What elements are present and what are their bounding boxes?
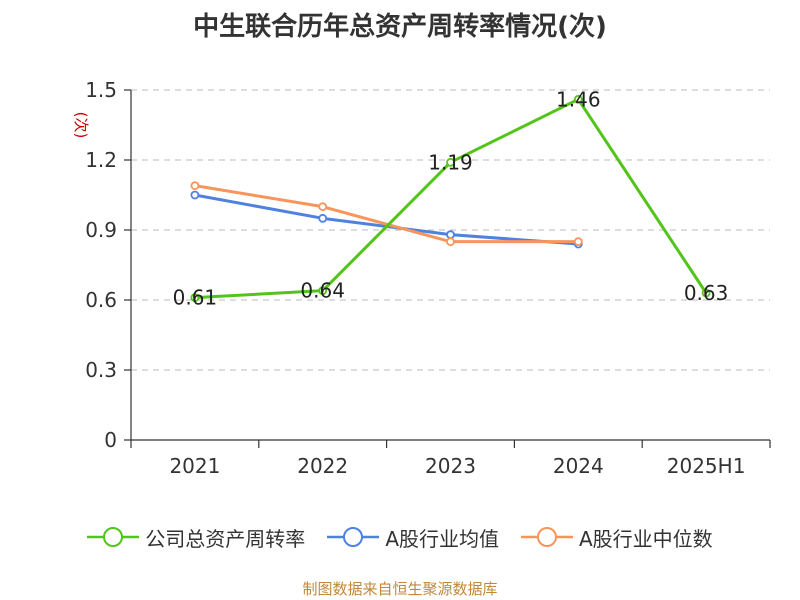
series-point-0 xyxy=(701,288,711,298)
legend-item-0[interactable]: 公司总资产周转率 xyxy=(87,523,305,552)
series-point-0 xyxy=(318,286,328,296)
y-tick-label: 0 xyxy=(104,428,117,452)
series-line-2 xyxy=(194,184,579,244)
legend-label: A股行业均值 xyxy=(385,526,499,551)
series-point-1 xyxy=(446,230,455,240)
data-label: 1.19 xyxy=(428,150,473,174)
y-tick-label: 0.9 xyxy=(85,218,117,242)
series-point-0 xyxy=(446,157,455,167)
legend-item-2[interactable]: A股行业中位数 xyxy=(521,523,713,552)
series-point-0 xyxy=(190,293,200,303)
data-label: 0.63 xyxy=(684,281,729,305)
series-point-1 xyxy=(190,190,200,200)
legend-label: A股行业中位数 xyxy=(579,526,713,551)
legend-label: 公司总资产周转率 xyxy=(145,526,306,551)
legend-swatch-icon xyxy=(327,527,380,547)
x-tick-label: 2025H1 xyxy=(667,454,746,478)
x-tick-label: 2024 xyxy=(553,454,604,478)
x-tick-label: 2021 xyxy=(169,454,220,478)
legend-item-1[interactable]: A股行业均值 xyxy=(327,523,499,552)
series-point-1 xyxy=(318,213,328,223)
y-tick-label: 0.3 xyxy=(85,358,117,382)
y-tick-label: 1.2 xyxy=(85,148,117,172)
data-label: 0.61 xyxy=(173,286,218,310)
series-point-2 xyxy=(446,237,455,247)
y-tick-label: 1.5 xyxy=(85,78,117,102)
chart-legend: 公司总资产周转率 A股行业均值 A股行业中位数 xyxy=(0,519,800,555)
x-tick-label: 2022 xyxy=(297,454,348,478)
y-tick-label: 0.6 xyxy=(85,288,117,312)
series-point-2 xyxy=(573,237,583,247)
series-point-2 xyxy=(318,202,328,212)
data-label: 0.64 xyxy=(300,279,345,303)
series-point-0 xyxy=(573,94,583,104)
data-label: 1.46 xyxy=(556,87,601,111)
x-tick-label: 2023 xyxy=(425,454,476,478)
chart-title: 中生联合历年总资产周转率情况(次) xyxy=(193,12,607,42)
y-axis-label: (次) xyxy=(72,112,90,139)
series-point-2 xyxy=(190,181,200,191)
series-line-1 xyxy=(194,193,579,246)
legend-swatch-icon xyxy=(87,527,140,547)
data-source-note: 制图数据来自恒生聚源数据库 xyxy=(302,580,498,598)
legend-swatch-icon xyxy=(521,527,573,547)
